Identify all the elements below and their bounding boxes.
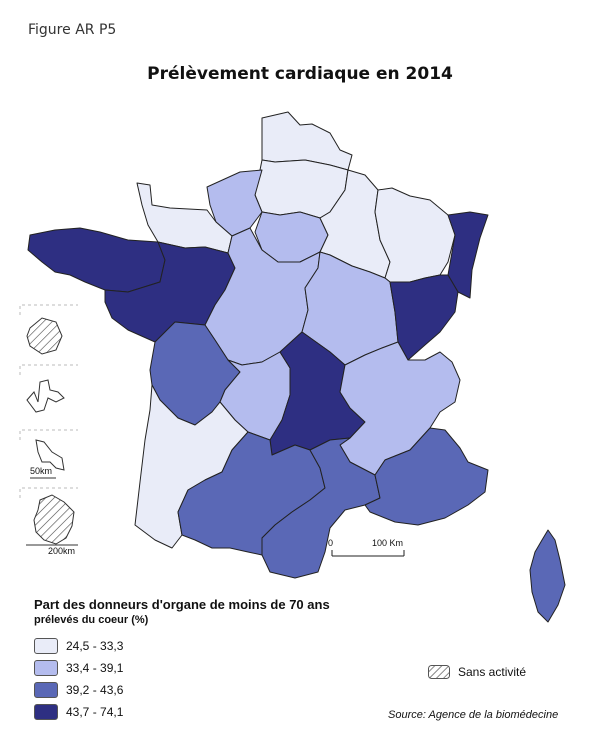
scale-zero-label: 0 bbox=[328, 538, 334, 548]
inset-frames bbox=[19, 304, 78, 498]
no-activity-label: Sans activité bbox=[458, 665, 527, 679]
legend-swatch bbox=[34, 660, 58, 676]
legend-swatch bbox=[34, 704, 58, 720]
legend-item-class-4: 43,7 - 74,1 bbox=[34, 704, 123, 720]
legend-item-class-1: 24,5 - 33,3 bbox=[34, 638, 123, 654]
legend-item-class-2: 33,4 - 39,1 bbox=[34, 660, 123, 676]
legend-item-class-3: 39,2 - 43,6 bbox=[34, 682, 123, 698]
region-corse bbox=[529, 529, 566, 623]
legend-swatch bbox=[34, 638, 58, 654]
figure-label: Figure AR P5 bbox=[28, 22, 117, 38]
region-rhone-alpes bbox=[339, 341, 461, 476]
region-bretagne bbox=[27, 227, 166, 293]
scale-distance-label: 100 Km bbox=[372, 538, 404, 548]
legend-label: 39,2 - 43,6 bbox=[66, 683, 124, 697]
scale-bar bbox=[331, 550, 405, 557]
legend-label: 33,4 - 39,1 bbox=[66, 661, 124, 675]
inset-reunion bbox=[26, 317, 63, 355]
region-paca bbox=[364, 427, 489, 526]
legend-swatch bbox=[34, 682, 58, 698]
inset-martinique bbox=[35, 439, 65, 471]
map-title: Prélèvement cardiaque en 2014 bbox=[147, 64, 453, 84]
region-languedoc-roussillon bbox=[261, 437, 381, 579]
legend-title: Part des donneurs d'organe de moins de 7… bbox=[34, 597, 330, 612]
inset-scale-50-label: 50km bbox=[30, 466, 53, 476]
legend-no-activity: Sans activité bbox=[428, 665, 526, 679]
source-note: Source: Agence de la biomédecine bbox=[388, 709, 559, 721]
legend-label: 43,7 - 74,1 bbox=[66, 705, 124, 719]
region-alsace bbox=[447, 211, 489, 299]
inset-guadeloupe bbox=[26, 379, 65, 413]
legend-subtitle: prélevés du coeur (%) bbox=[34, 614, 149, 626]
region-haute-normandie bbox=[206, 169, 263, 237]
inset-guyane bbox=[33, 494, 75, 545]
hatch-swatch bbox=[428, 665, 450, 679]
inset-scale-200-label: 200km bbox=[48, 546, 76, 556]
legend-label: 24,5 - 33,3 bbox=[66, 639, 124, 653]
